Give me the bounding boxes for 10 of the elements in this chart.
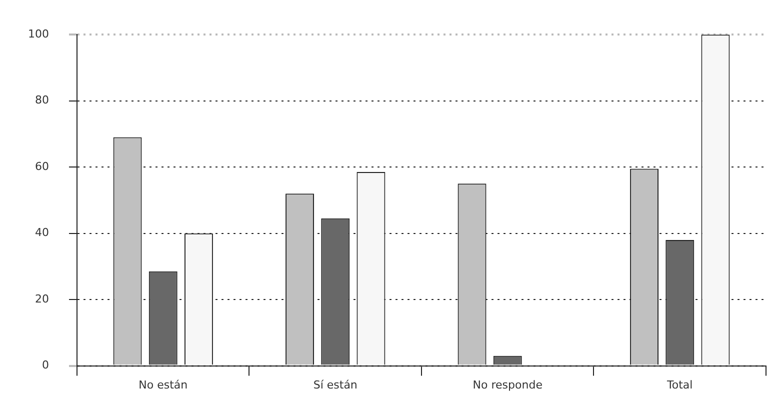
x-tick-label: No están: [138, 378, 188, 392]
x-tick-label: No responde: [472, 378, 543, 392]
x-tick-label: Total: [666, 378, 693, 392]
y-tick-label: 80: [34, 94, 49, 107]
y-tick-label: 0: [42, 358, 49, 372]
y-tick-label: 40: [34, 226, 49, 240]
y-tick-label: 100: [28, 27, 49, 40]
y-tick-label: 20: [34, 292, 49, 306]
x-tick-label: Sí están: [313, 378, 358, 392]
y-tick-label: 60: [34, 160, 49, 173]
